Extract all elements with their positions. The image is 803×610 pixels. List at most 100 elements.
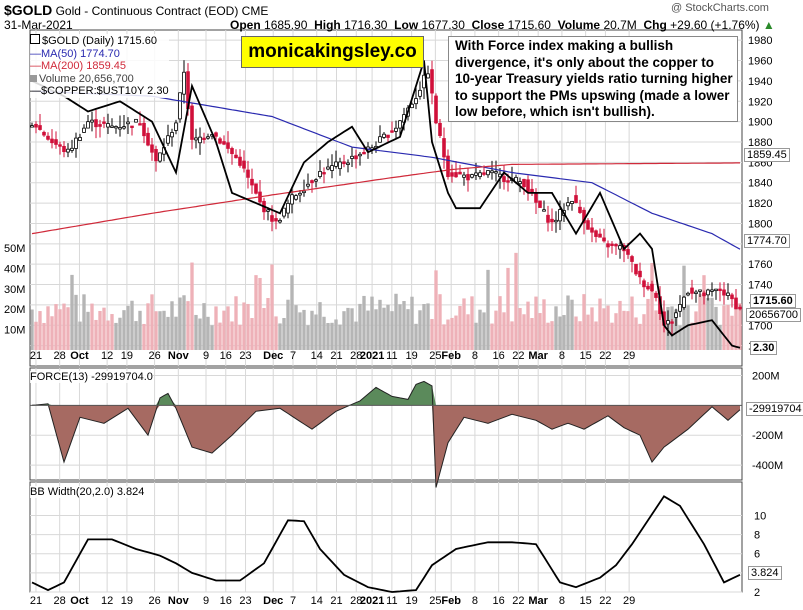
candle-body bbox=[318, 170, 322, 178]
volume-bar bbox=[258, 277, 262, 350]
volume-bar bbox=[290, 275, 294, 350]
volume-bar bbox=[722, 305, 726, 350]
x-tick-label: 25 bbox=[429, 595, 441, 607]
volume-bar bbox=[54, 304, 58, 350]
candle-body bbox=[74, 137, 78, 149]
volume-bar bbox=[710, 297, 714, 350]
x-tick-label: 19 bbox=[121, 350, 133, 362]
x-tick-label: 22 bbox=[512, 595, 524, 607]
x-tick-label: 7 bbox=[290, 350, 296, 362]
volume-bar bbox=[194, 314, 198, 350]
volume-bar bbox=[414, 323, 418, 350]
date: 31-Mar-2021 bbox=[4, 18, 73, 32]
high-value: 1716.30 bbox=[344, 18, 388, 32]
ohlc-bar: Open 1685.90 High 1716.30 Low 1677.30 Cl… bbox=[230, 18, 775, 32]
x-tick-label: 29 bbox=[623, 595, 635, 607]
candle-body bbox=[274, 218, 278, 222]
candle-body bbox=[126, 121, 130, 125]
volume-bar bbox=[114, 322, 118, 350]
x-tick-label: 19 bbox=[121, 595, 133, 607]
volume-bar bbox=[558, 316, 562, 350]
volume-label: Volume bbox=[557, 18, 601, 32]
x-tick-label: 23 bbox=[239, 595, 251, 607]
legend-copper: —$COPPER:$UST10Y 2.30 bbox=[30, 85, 169, 98]
candle-body bbox=[170, 132, 174, 138]
candle-body bbox=[594, 230, 598, 237]
candle-body bbox=[538, 200, 542, 208]
volume-tick-label: 30M bbox=[4, 284, 25, 296]
candle-body bbox=[618, 245, 622, 250]
candle-body bbox=[198, 136, 202, 144]
candle-body bbox=[566, 202, 570, 207]
candle-body bbox=[310, 180, 314, 184]
candle-body bbox=[314, 179, 318, 182]
x-tick-label: Mar bbox=[528, 350, 548, 362]
x-tick-label: 28 bbox=[54, 350, 66, 362]
candle-body bbox=[138, 123, 142, 126]
candle-body bbox=[134, 118, 138, 123]
candle-body bbox=[322, 172, 326, 175]
x-tick-label: 21 bbox=[330, 595, 342, 607]
volume-bar bbox=[502, 312, 506, 350]
volume-bar bbox=[230, 321, 234, 350]
candle-body bbox=[254, 183, 258, 194]
x-tick-label: 16 bbox=[493, 350, 505, 362]
force-line bbox=[31, 380, 741, 488]
volume-bar bbox=[538, 313, 542, 350]
candle-body bbox=[326, 166, 330, 170]
volume-bar bbox=[102, 307, 106, 350]
volume-bar bbox=[218, 322, 222, 350]
volume-bar bbox=[714, 306, 718, 350]
candle-body bbox=[458, 171, 462, 175]
high-label: High bbox=[314, 18, 341, 32]
candle-body bbox=[414, 98, 418, 105]
candle-body bbox=[634, 263, 638, 275]
legend-volume: Volume 20,656,700 bbox=[30, 73, 169, 86]
candle-body bbox=[482, 172, 486, 175]
copyright: @ StockCharts.com bbox=[671, 2, 769, 14]
candle-body bbox=[178, 92, 182, 120]
candle-body bbox=[606, 243, 610, 248]
volume-bar bbox=[634, 317, 638, 350]
x-tick-label: 8 bbox=[472, 595, 478, 607]
volume-bar bbox=[338, 324, 342, 350]
candle-body bbox=[94, 119, 98, 128]
volume-bar bbox=[34, 321, 38, 350]
candle-body bbox=[478, 172, 482, 178]
candle-body bbox=[354, 155, 358, 160]
candle-body bbox=[58, 144, 62, 147]
y-tick-label: 1940 bbox=[748, 76, 772, 88]
volume-bar bbox=[402, 301, 406, 350]
volume-bar bbox=[178, 297, 182, 350]
x-tick-label: 15 bbox=[580, 350, 592, 362]
y-tick-label: 1700 bbox=[748, 320, 772, 332]
candle-body bbox=[650, 283, 654, 292]
x-tick-label: 15 bbox=[580, 595, 592, 607]
candle-body bbox=[38, 125, 42, 130]
volume-bar bbox=[438, 294, 442, 350]
candle-body bbox=[522, 178, 526, 188]
volume-bar bbox=[70, 274, 74, 350]
candle-body bbox=[302, 190, 306, 194]
x-tick-label: Feb bbox=[441, 595, 461, 607]
candle-body bbox=[286, 202, 290, 214]
volume-bar bbox=[134, 321, 138, 350]
candle-body bbox=[98, 124, 102, 127]
legend-ma50: —MA(50) 1774.70 bbox=[30, 47, 120, 60]
volume-bar bbox=[38, 311, 42, 350]
ma50-tag: 1774.70 bbox=[744, 234, 790, 248]
volume-bar bbox=[94, 319, 98, 350]
candle-body bbox=[470, 174, 474, 178]
low-label: Low bbox=[394, 18, 419, 32]
volume-bar bbox=[430, 318, 434, 350]
x-tick-label: Mar bbox=[528, 595, 548, 607]
volume-bar bbox=[30, 309, 34, 350]
volume-tick-label: 20M bbox=[4, 304, 25, 316]
y-tick-label: 1920 bbox=[748, 96, 772, 108]
candle-body bbox=[358, 153, 362, 157]
volume-bar bbox=[242, 302, 246, 350]
candle-body bbox=[394, 127, 398, 132]
candle-body bbox=[34, 123, 38, 128]
volume-bar bbox=[526, 301, 530, 350]
candle-body bbox=[226, 142, 230, 149]
